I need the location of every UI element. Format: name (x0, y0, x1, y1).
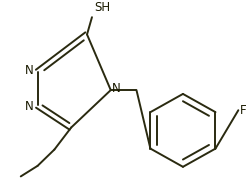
Text: SH: SH (94, 1, 110, 14)
Text: N: N (25, 100, 34, 113)
Text: F: F (240, 104, 247, 117)
Text: N: N (112, 82, 121, 95)
Text: N: N (25, 64, 34, 77)
